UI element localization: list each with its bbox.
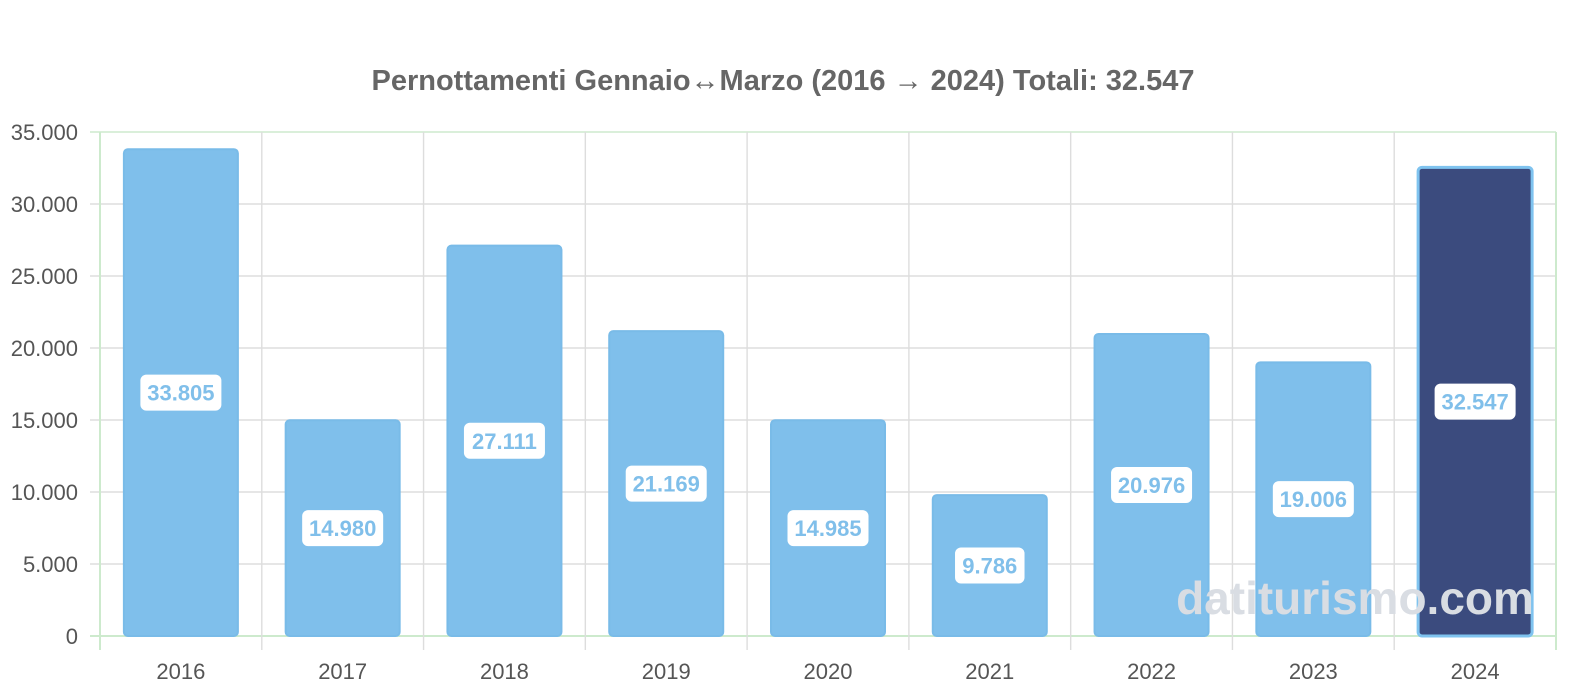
- data-label-background: [140, 374, 222, 411]
- y-tick-label: 10.000: [11, 480, 78, 505]
- data-label-text: 32.547: [1441, 390, 1508, 415]
- data-label-background: [1434, 383, 1516, 420]
- x-tick-label: 2020: [804, 659, 853, 684]
- data-label: 32.547: [1434, 383, 1516, 420]
- data-label-background: [302, 510, 384, 547]
- y-axis-ticks: 0 5.000 10.000 15.000 20.000 25.000 30.000 35.0…: [11, 120, 78, 649]
- x-tick-label: 2016: [156, 659, 205, 684]
- data-label-text: 27.111: [472, 429, 537, 454]
- data-label-background: [1272, 481, 1354, 518]
- y-tick-label: 0: [66, 624, 78, 649]
- y-tick-label: 25.000: [11, 264, 78, 289]
- y-tick-label: 35.000: [11, 120, 78, 145]
- chart-title: Pernottamenti Gennaio↔Marzo (2016 → 2024…: [372, 65, 1195, 97]
- data-label-text: 14.985: [794, 516, 861, 541]
- data-label: 14.980: [302, 510, 384, 547]
- y-tick-label: 5.000: [23, 552, 78, 577]
- data-label-text: 19.006: [1280, 487, 1347, 512]
- data-label-background: [625, 465, 707, 502]
- data-label-background: [463, 422, 545, 459]
- x-tick-label: 2022: [1127, 659, 1176, 684]
- data-label-text: 14.980: [309, 516, 376, 541]
- x-tick-label: 2018: [480, 659, 529, 684]
- y-tick-label: 20.000: [11, 336, 78, 361]
- data-label-background: [955, 547, 1025, 584]
- x-tick-label: 2024: [1451, 659, 1500, 684]
- x-tick-label: 2017: [318, 659, 367, 684]
- data-label-text: 21.169: [633, 472, 700, 497]
- data-label: 19.006: [1272, 481, 1354, 518]
- bars: [122, 148, 1534, 638]
- data-label-text: 9.786: [962, 554, 1017, 579]
- data-label-background: [1111, 466, 1193, 503]
- data-label-text: 20.976: [1118, 473, 1185, 498]
- data-label-background: [787, 510, 869, 547]
- data-label: 9.786: [955, 547, 1025, 584]
- y-tick-label: 30.000: [11, 192, 78, 217]
- watermark: datiturismo.com: [1176, 572, 1534, 624]
- x-tick-label: 2021: [965, 659, 1014, 684]
- data-label-text: 33.805: [147, 381, 214, 406]
- grid-lines: [90, 131, 1557, 650]
- x-tick-label: 2019: [642, 659, 691, 684]
- data-label: 21.169: [625, 465, 707, 502]
- data-labels: 33.805 14.980 27.111 21.169 14.985 9.786 20.97…: [140, 374, 1516, 584]
- data-label: 14.985: [787, 510, 869, 547]
- y-tick-label: 15.000: [11, 408, 78, 433]
- x-axis-ticks: 2016 2017 2018 2019 2020 2021 2022 2023 2024: [156, 659, 1499, 684]
- data-label: 33.805: [140, 374, 222, 411]
- x-tick-label: 2023: [1289, 659, 1338, 684]
- data-label: 27.111: [463, 422, 545, 459]
- data-label: 20.976: [1111, 466, 1193, 503]
